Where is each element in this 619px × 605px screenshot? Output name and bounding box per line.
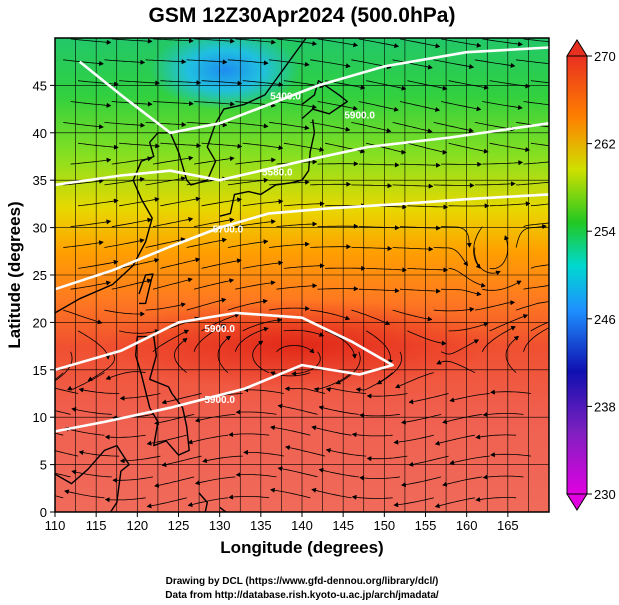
credit-data: Data from http://database.rish.kyoto-u.a… — [165, 590, 439, 601]
y-tick-label: 25 — [33, 268, 47, 283]
colorbar-tick-label: 230 — [594, 487, 616, 502]
credit-drawing: Drawing by DCL (https://www.gfd-dennou.o… — [166, 576, 439, 587]
x-axis-label: Longitude (degrees) — [220, 538, 383, 557]
x-tick-label: 110 — [45, 518, 66, 533]
streamline-arrow — [31, 404, 35, 408]
x-tick-label: 150 — [373, 518, 395, 533]
streamline-arrow — [49, 381, 54, 385]
streamline-arrow — [551, 325, 556, 329]
y-tick-label: 35 — [33, 173, 47, 188]
colorbar-tick-label: 270 — [594, 49, 616, 64]
y-tick-label: 0 — [40, 505, 47, 520]
x-tick-label: 160 — [456, 518, 478, 533]
streamline-arrow — [559, 282, 563, 286]
contour-label: 5580.0 — [262, 167, 293, 178]
y-axis-label: Latitude (degrees) — [5, 201, 24, 348]
colorbar-tick-label: 262 — [594, 137, 616, 152]
x-tick-label: 145 — [332, 518, 354, 533]
streamline-arrow — [39, 387, 43, 391]
contour-label: 5900.0 — [204, 395, 235, 406]
streamline-arrow — [552, 62, 556, 66]
colorbar-tick-label: 238 — [594, 399, 616, 414]
y-axis: 0 5 10 15 20 25 30 35 40 45 — [33, 78, 55, 520]
streamline-arrow — [31, 466, 35, 470]
warm-core — [100, 300, 500, 390]
y-tick-label: 5 — [40, 458, 47, 473]
contour-label: 5900.0 — [204, 324, 235, 335]
y-tick-label: 20 — [33, 315, 47, 330]
plot-area: 5400.0 5580.0 5700.0 5900.0 5900.0 5900.0 — [24, 30, 571, 522]
x-tick-label: 120 — [126, 518, 148, 533]
y-tick-label: 15 — [33, 363, 47, 378]
contour-label: 5900.0 — [344, 111, 375, 122]
y-tick-label: 30 — [33, 221, 47, 236]
colorbar-tick-label: 254 — [594, 224, 616, 239]
streamline-arrow — [552, 125, 556, 129]
streamline-arrow — [560, 104, 564, 108]
colorbar-top-triangle — [567, 40, 587, 56]
contour-label: 5700.0 — [213, 224, 244, 235]
streamline-arrow — [24, 425, 28, 429]
colorbar-strip — [567, 56, 587, 494]
streamline-arrow — [39, 446, 43, 450]
x-axis: 110 115 120 125 130 135 140 145 150 155 160 165 — [45, 512, 519, 533]
streamline-arrow — [27, 387, 31, 391]
streamline-arrow — [560, 159, 564, 163]
x-tick-label: 115 — [86, 518, 107, 533]
colorbar: 230 238 246 254 262 270 — [567, 40, 616, 510]
x-tick-label: 130 — [209, 518, 231, 533]
x-tick-label: 165 — [497, 518, 519, 533]
colorbar-bottom-triangle — [567, 494, 587, 510]
colorbar-tick-label: 246 — [594, 312, 616, 327]
streamline-arrow — [24, 487, 28, 491]
colorbar-ticks: 230 238 246 254 262 270 — [587, 49, 616, 502]
x-tick-label: 135 — [250, 518, 272, 533]
streamline-arrow — [551, 299, 555, 303]
y-tick-label: 10 — [33, 410, 47, 425]
streamline-arrow — [552, 180, 556, 184]
y-tick-label: 45 — [33, 78, 47, 93]
contour-label: 5400.0 — [270, 92, 301, 103]
streamline-arrow — [560, 41, 564, 45]
chart-title: GSM 12Z30Apr2024 (500.0hPa) — [149, 4, 456, 27]
x-tick-label: 155 — [415, 518, 437, 533]
x-tick-label: 125 — [168, 518, 190, 533]
streamline-arrow — [559, 219, 563, 223]
y-tick-label: 40 — [33, 126, 47, 141]
x-tick-label: 140 — [291, 518, 313, 533]
